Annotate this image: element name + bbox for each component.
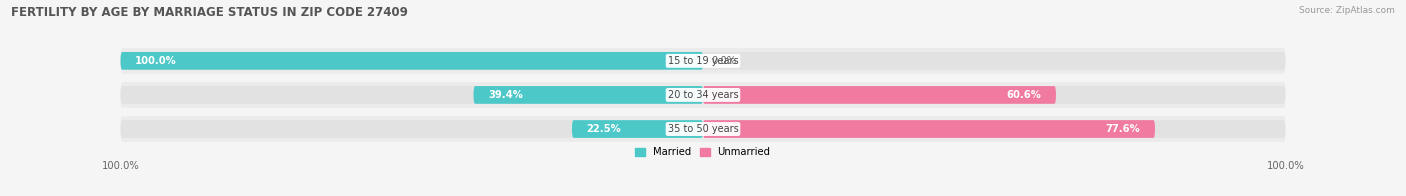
Text: Source: ZipAtlas.com: Source: ZipAtlas.com [1299,6,1395,15]
FancyBboxPatch shape [121,82,1285,108]
Text: 100.0%: 100.0% [135,56,177,66]
FancyBboxPatch shape [121,86,1285,104]
FancyBboxPatch shape [121,52,703,70]
Text: 60.6%: 60.6% [1007,90,1042,100]
FancyBboxPatch shape [572,120,703,138]
Text: 39.4%: 39.4% [488,90,523,100]
FancyBboxPatch shape [474,86,703,104]
FancyBboxPatch shape [121,52,1285,70]
FancyBboxPatch shape [703,120,1154,138]
FancyBboxPatch shape [121,48,1285,74]
Text: FERTILITY BY AGE BY MARRIAGE STATUS IN ZIP CODE 27409: FERTILITY BY AGE BY MARRIAGE STATUS IN Z… [11,6,408,19]
Text: 35 to 50 years: 35 to 50 years [668,124,738,134]
FancyBboxPatch shape [121,120,1285,138]
Text: 0.0%: 0.0% [711,56,737,66]
FancyBboxPatch shape [121,116,1285,142]
Text: 15 to 19 years: 15 to 19 years [668,56,738,66]
Legend: Married, Unmarried: Married, Unmarried [636,147,770,157]
Text: 22.5%: 22.5% [586,124,621,134]
Text: 77.6%: 77.6% [1105,124,1140,134]
FancyBboxPatch shape [703,86,1056,104]
Text: 20 to 34 years: 20 to 34 years [668,90,738,100]
